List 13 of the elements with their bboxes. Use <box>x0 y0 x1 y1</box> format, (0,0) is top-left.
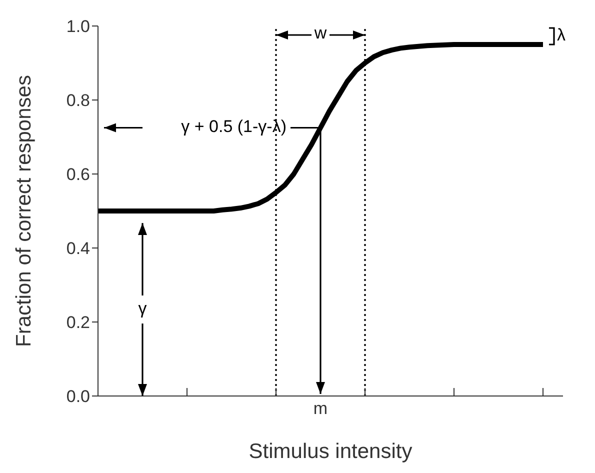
y-axis-title: Fraction of correct responses <box>12 75 36 347</box>
y-tick-label: 0.2 <box>66 313 90 332</box>
annotation: γ <box>138 298 148 318</box>
x-tick-label: m <box>313 399 328 418</box>
annotation: γ + 0.5 (1-γ-λ) <box>181 117 286 136</box>
y-tick-label: 0.0 <box>66 387 90 406</box>
x-axis-title: Stimulus intensity <box>248 440 413 463</box>
y-tick-label: 0.6 <box>66 165 90 184</box>
annotation: w <box>313 23 328 42</box>
y-tick-label: 1.0 <box>66 17 90 36</box>
y-tick-label: 0.8 <box>66 91 90 110</box>
text: λ <box>557 26 566 45</box>
y-tick-label: 0.4 <box>66 239 90 258</box>
